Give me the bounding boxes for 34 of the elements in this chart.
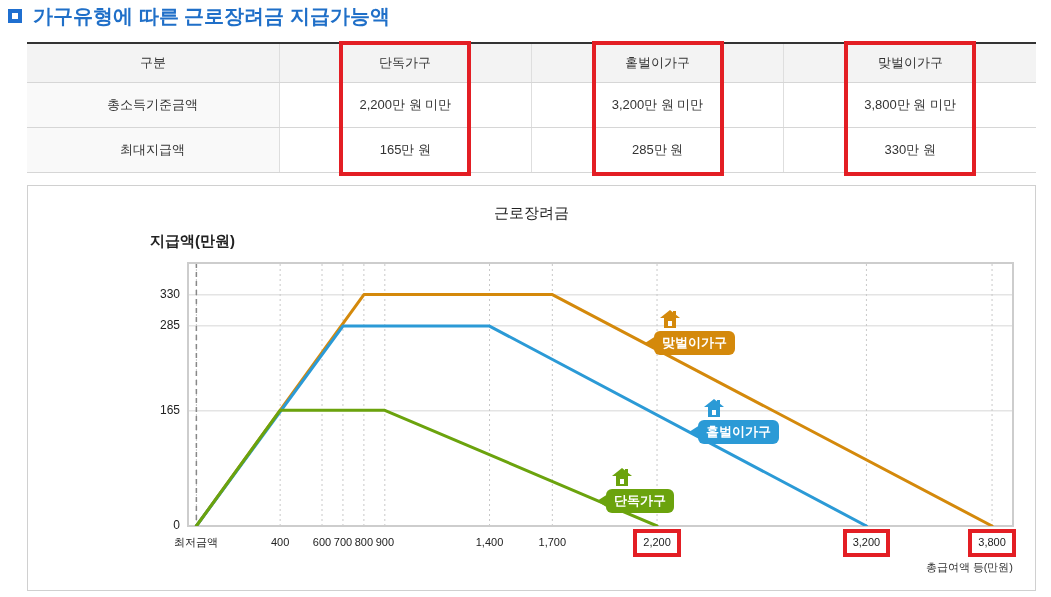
- data-label: 3,800만 원 미만: [864, 96, 956, 112]
- y-tick-label: 330: [159, 286, 181, 301]
- text: 가구유형에 따른 근로장려금 지급가능액: [33, 4, 390, 28]
- x-tick-label: 900: [375, 535, 395, 548]
- data-label: 285만 원: [631, 141, 684, 157]
- category-label: 단독가구: [379, 54, 432, 70]
- data-label: 330만 원: [884, 141, 936, 157]
- y-tick-label: 285: [159, 318, 181, 333]
- data-label: 165만 원: [379, 141, 432, 157]
- legend-label: 홑벌이가구: [706, 424, 772, 440]
- chart-title: 근로장려금: [494, 204, 569, 221]
- x-tick-label: 2,200: [643, 535, 671, 548]
- x-tick-label: 3,200: [852, 535, 881, 548]
- x-axis-title: 총급여액 등(만원): [925, 560, 1013, 575]
- x-tick-label: 최저금액: [174, 535, 219, 548]
- category-label: 홑벌이가구: [625, 54, 691, 70]
- x-tick-label: 3,800: [978, 535, 1006, 548]
- legend-label: 맞벌이가구: [661, 335, 727, 351]
- text: 총소득기준금액: [107, 96, 199, 112]
- y-tick-label: 165: [159, 402, 181, 417]
- text: 최대지급액: [120, 141, 186, 157]
- category-label: 맞벌이가구: [877, 54, 943, 70]
- data-label: 3,200만 원 미만: [611, 96, 704, 112]
- y-axis-title: 지급액(만원): [150, 232, 235, 251]
- y-tick-label: 0: [173, 518, 181, 533]
- legend-title: 구분: [139, 54, 166, 70]
- data-label: 2,200만 원 미만: [359, 96, 452, 112]
- x-tick-label: 1,700: [538, 535, 567, 548]
- x-tick-label: 400: [270, 535, 290, 548]
- legend-label: 단독가구: [614, 492, 667, 508]
- x-tick-label: 1,400: [475, 535, 504, 548]
- x-tick-label: 600: [312, 535, 332, 548]
- x-tick-label: 800: [354, 535, 374, 548]
- x-tick-label: 700: [333, 535, 353, 548]
